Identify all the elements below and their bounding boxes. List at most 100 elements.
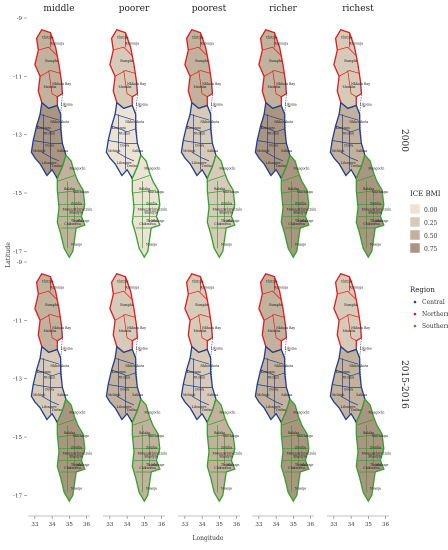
district-label: Nsanje — [370, 243, 381, 247]
district-boundary — [263, 70, 285, 77]
district-label: Machinga — [148, 190, 164, 194]
district-boundary — [132, 419, 150, 426]
district-label: Rumphi — [269, 303, 282, 307]
district-label: Chitipa — [117, 35, 129, 39]
legend-fill-swatch — [409, 242, 421, 254]
district-label: Kasungu — [37, 126, 51, 130]
district-boundary — [113, 290, 133, 301]
district-label: Thyolo — [71, 219, 82, 223]
district-boundary — [340, 395, 359, 406]
region-south-polygon — [56, 397, 86, 503]
district-label: Likoma — [211, 103, 223, 107]
facet-title-richer: richer — [269, 4, 297, 14]
lake-shore-line — [284, 326, 291, 400]
district-label: Chitipa — [341, 279, 353, 283]
district-label: Blantyre — [293, 454, 307, 458]
district-boundary — [356, 175, 374, 182]
district-boundary — [335, 369, 360, 377]
district-label: Thyolo — [146, 463, 157, 467]
district-label: Karonga — [125, 285, 139, 289]
district-label: Nsanje — [71, 487, 82, 491]
district-label: Kasungu — [261, 126, 275, 130]
district-boundary — [188, 46, 208, 57]
x-tick-label: 33 — [181, 522, 188, 528]
district-label: Mchinji — [108, 393, 120, 397]
district-label: Mangochi — [219, 411, 235, 415]
region-south-polygon — [280, 397, 310, 503]
y-tick-label: -15 — [13, 191, 22, 197]
district-label: Kasungu — [336, 126, 350, 130]
district-label: Karonga — [200, 285, 214, 289]
district-boundary — [41, 151, 60, 162]
y-tick-label: -17 — [13, 249, 22, 255]
district-label: Rumphi — [195, 59, 208, 63]
x-tick-label: 36 — [382, 522, 389, 528]
district-label: Nkhata Bay — [202, 82, 221, 86]
district-label: Karonga — [349, 41, 363, 45]
district-label: Dedza — [276, 408, 286, 412]
district-label: Zomba — [146, 446, 157, 450]
district-label: Mchinji — [33, 393, 45, 397]
region-central-polygon — [254, 345, 291, 424]
region-south-polygon — [131, 397, 161, 503]
district-label: Chitipa — [192, 35, 204, 39]
district-label: Rumphi — [45, 59, 58, 63]
district-label: Chikwawa — [64, 222, 81, 226]
district-label: Chikwawa — [363, 222, 380, 226]
district-label: Mchinji — [257, 149, 269, 153]
district-label: Salima — [207, 149, 218, 153]
district-label: Nsanje — [146, 243, 157, 247]
district-label: Karonga — [274, 41, 288, 45]
district-label: Likoma — [61, 103, 73, 107]
district-label: Ntchisi — [119, 376, 131, 380]
region-south-polygon — [355, 397, 385, 503]
district-label: Chiradzulu — [374, 452, 392, 456]
district-label: Dedza — [127, 408, 137, 412]
district-label: Chikwawa — [214, 222, 231, 226]
district-boundary — [337, 46, 357, 57]
district-boundary — [38, 290, 58, 301]
likoma-island-marker — [63, 349, 67, 351]
district-label: Nkhata Bay — [351, 82, 370, 86]
district-boundary — [260, 369, 285, 377]
district-boundary — [207, 419, 225, 426]
district-label: Nsanje — [146, 487, 157, 491]
district-boundary — [265, 395, 284, 406]
region-central-polygon — [329, 345, 366, 424]
facet-title-middle: middle — [43, 4, 74, 14]
district-label: Balaka — [64, 431, 75, 435]
district-label: Mulanje — [375, 463, 388, 467]
district-label: Salima — [281, 393, 292, 397]
district-boundary — [111, 125, 136, 133]
district-label: Nsanje — [295, 487, 306, 491]
district-boundary — [265, 151, 284, 162]
district-boundary — [132, 175, 150, 182]
likoma-island-marker — [287, 105, 291, 107]
district-label: Machinga — [372, 190, 388, 194]
district-label: Mangochi — [293, 167, 309, 171]
y-tick-label: -17 — [13, 493, 22, 499]
district-label: Dowa — [269, 387, 278, 391]
district-label: Dedza — [202, 164, 212, 168]
district-label: Dowa — [45, 143, 54, 147]
district-label: Mzimba — [194, 329, 207, 333]
district-label: Blantyre — [144, 210, 158, 214]
district-label: Ntchisi — [119, 132, 131, 136]
district-label: Mulanje — [375, 219, 388, 223]
district-label: Blantyre — [368, 210, 382, 214]
district-label: Zomba — [221, 446, 232, 450]
district-label: Mwanza — [361, 208, 375, 212]
district-boundary — [281, 175, 299, 182]
district-label: Likoma — [285, 103, 297, 107]
district-label: Chiradzulu — [150, 452, 168, 456]
district-label: Chitipa — [42, 35, 54, 39]
facet-title-poorest: poorest — [192, 4, 227, 14]
district-boundary — [111, 369, 136, 377]
district-label: Mchinji — [332, 393, 344, 397]
